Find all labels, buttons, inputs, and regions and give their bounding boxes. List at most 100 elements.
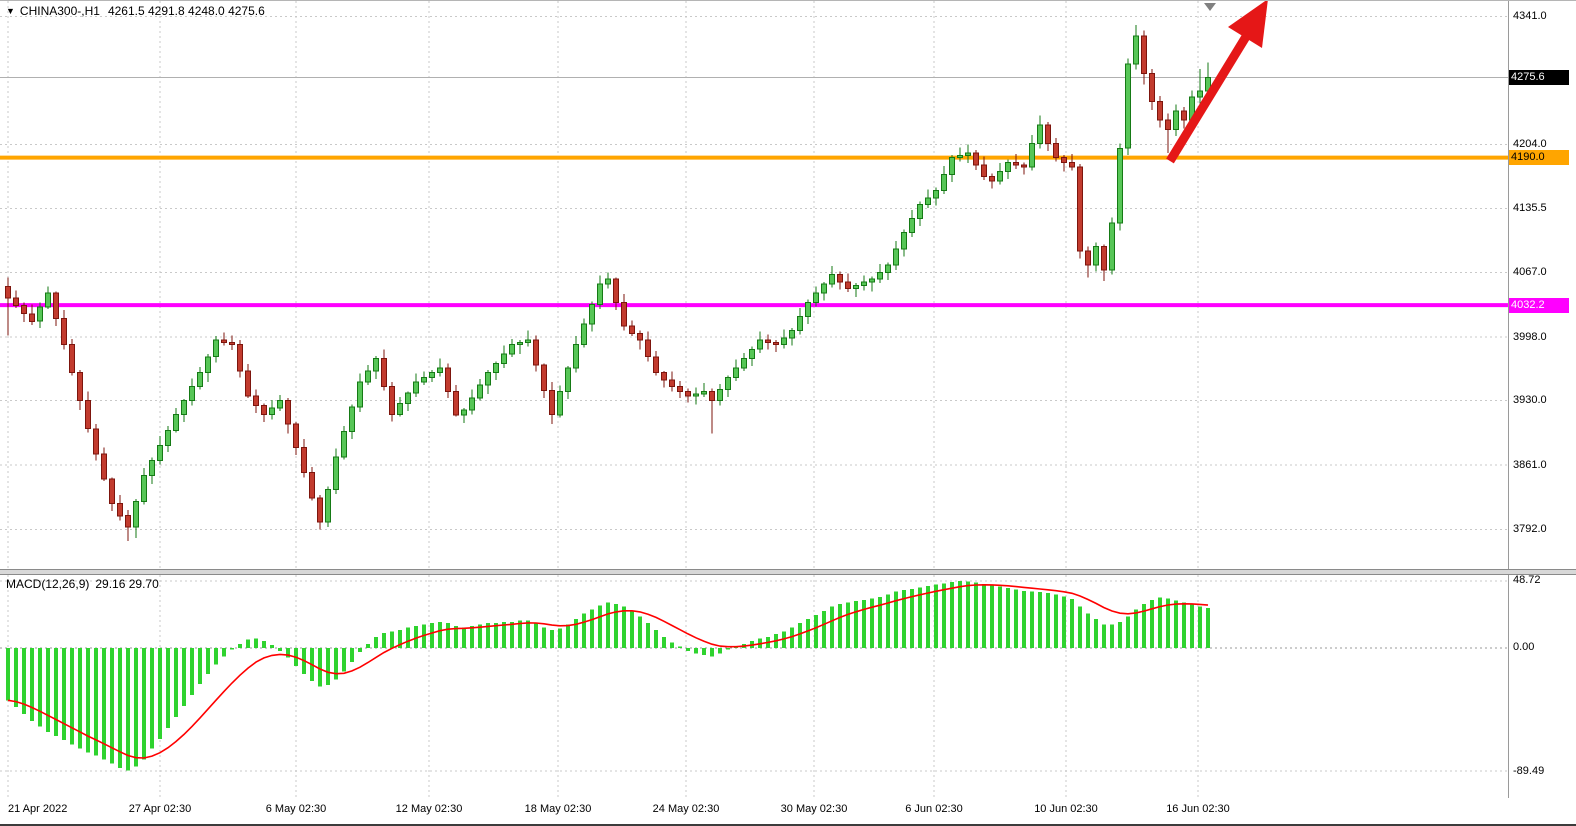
macd-bar — [438, 621, 442, 648]
price-axis-label: 3792.0 — [1513, 523, 1547, 535]
time-axis[interactable]: 21 Apr 2022 27 Apr 02:30 6 May 02:30 12 May… — [0, 798, 1576, 826]
bear-candle — [1165, 119, 1171, 130]
macd-bar — [206, 648, 210, 675]
macd-bar — [934, 584, 938, 648]
bull-candle — [485, 372, 491, 386]
bear-candle — [101, 453, 107, 480]
macd-bar — [942, 583, 946, 648]
macd-bar — [254, 638, 258, 648]
bull-candle — [877, 272, 883, 280]
bull-candle — [933, 189, 939, 199]
macd-bar — [246, 639, 250, 648]
bull-candle — [1093, 245, 1099, 266]
macd-bar — [190, 648, 194, 695]
bull-candle — [909, 217, 915, 233]
level-line-label: 4032.2 — [1509, 298, 1569, 313]
macd-bar — [718, 648, 722, 654]
bull-candle — [397, 403, 403, 416]
bull-candle — [733, 367, 739, 378]
macd-bar — [646, 623, 650, 648]
macd-bar — [38, 648, 42, 727]
bull-candle — [37, 306, 43, 322]
macd-bar — [1126, 616, 1130, 648]
bear-candle — [445, 367, 451, 392]
macd-bar — [1062, 596, 1066, 648]
macd-bar — [1118, 621, 1122, 648]
macd-signal-line — [7, 583, 1209, 759]
trend-arrow[interactable] — [1166, 1, 1268, 164]
symbol-expander-icon[interactable]: ▼ — [6, 6, 15, 16]
bull-candle — [437, 367, 443, 374]
bear-candle — [77, 372, 83, 402]
bear-candle — [709, 390, 715, 402]
bear-candle — [629, 325, 635, 334]
bull-candle — [749, 348, 755, 360]
macd-bar — [22, 648, 26, 715]
bull-candle — [853, 285, 859, 290]
macd-bar — [94, 648, 98, 756]
candles — [5, 24, 1211, 541]
bull-candle — [1005, 161, 1011, 173]
bull-candle — [509, 344, 515, 355]
macd-bar — [790, 627, 794, 648]
macd-bar — [662, 636, 666, 648]
macd-bar — [1086, 613, 1090, 648]
macd-bar — [878, 597, 882, 648]
macd-bar — [30, 648, 34, 721]
macd-chart-canvas[interactable] — [0, 575, 1508, 798]
bull-candle — [885, 264, 891, 274]
bear-candle — [93, 428, 99, 455]
bear-candle — [1077, 166, 1083, 252]
macd-bar — [838, 603, 842, 648]
bull-candle — [1117, 147, 1123, 224]
bull-candle — [861, 281, 867, 287]
macd-bar — [14, 648, 18, 708]
macd-bar — [558, 628, 562, 648]
macd-axis-label: 0.00 — [1513, 641, 1535, 653]
time-axis-label: 30 May 02:30 — [780, 803, 848, 815]
price-chart-panel[interactable]: ▼ CHINA300-,H1 4261.5 4291.8 4248.0 4275.6 — [0, 1, 1508, 569]
price-axis[interactable]: 4341.0 4204.0 4135.5 4067.0 3998.0 3930.0 3861… — [1508, 1, 1576, 798]
macd-bar — [382, 632, 386, 648]
macd-info: MACD(12,26,9) 29.16 29.70 — [6, 577, 159, 591]
gridlines — [0, 1, 1508, 569]
macd-bar — [1070, 599, 1074, 648]
macd-bar — [1190, 604, 1194, 648]
time-axis-label: 12 May 02:30 — [395, 803, 463, 815]
bear-candle — [53, 292, 59, 319]
macd-bar — [1006, 588, 1010, 648]
bear-candle — [253, 395, 259, 406]
bull-candle — [957, 155, 963, 159]
macd-bar — [478, 624, 482, 648]
macd-bar — [126, 648, 130, 771]
bull-candle — [789, 330, 795, 339]
bear-candle — [245, 370, 251, 397]
bull-candle — [157, 445, 163, 462]
candlestick-chart-canvas[interactable] — [0, 1, 1508, 569]
macd-bar — [814, 614, 818, 648]
macd-bar — [78, 648, 82, 749]
bear-candle — [317, 497, 323, 523]
macd-bar — [1142, 603, 1146, 648]
macd-bar — [430, 623, 434, 648]
macd-bar — [238, 643, 242, 648]
bear-candle — [1149, 73, 1155, 102]
macd-bar — [542, 627, 546, 648]
bear-candle — [989, 175, 995, 182]
bull-candle — [461, 409, 467, 416]
bear-candle — [637, 332, 643, 341]
scroll-marker-icon[interactable] — [1204, 3, 1216, 11]
macd-bar — [62, 648, 66, 741]
macd-bar — [654, 630, 658, 648]
macd-indicator-panel[interactable]: MACD(12,26,9) 29.16 29.70 — [0, 575, 1508, 798]
macd-bar — [502, 621, 506, 648]
bull-candle — [373, 358, 379, 372]
bull-candle — [341, 431, 347, 458]
macd-bar — [974, 582, 978, 648]
macd-bar — [798, 623, 802, 648]
macd-bar — [398, 630, 402, 648]
bear-candle — [1061, 157, 1067, 163]
macd-bar — [1046, 592, 1050, 648]
panel-splitter[interactable] — [0, 569, 1576, 575]
macd-bar — [198, 648, 202, 684]
